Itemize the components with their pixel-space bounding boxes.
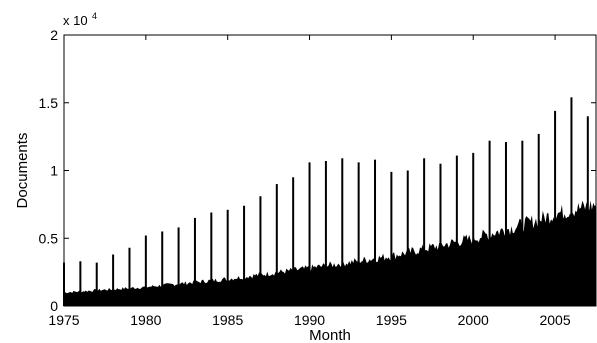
annual-spike-bar — [423, 158, 426, 306]
annual-spike-bar — [357, 162, 360, 306]
x-tick-label: 1995 — [376, 312, 407, 328]
x-tick-label: 1990 — [294, 312, 325, 328]
annual-spike-bar — [210, 212, 213, 306]
annual-spike-bar — [521, 140, 524, 306]
x-tick-label: 2005 — [539, 312, 570, 328]
x-tick-label: 1980 — [130, 312, 161, 328]
x-tick-label: 2000 — [458, 312, 489, 328]
annual-spike-bar — [144, 235, 147, 306]
y-tick-label: 1 — [50, 163, 58, 179]
annual-spike-bar — [79, 261, 82, 306]
annual-spike-bar — [570, 97, 573, 306]
annual-spike-bar — [95, 262, 98, 306]
annual-spike-bar — [488, 140, 491, 306]
annual-spike-bar — [537, 133, 540, 306]
y-tick-label: 1.5 — [39, 95, 59, 111]
annual-spike-bar — [161, 231, 164, 306]
ticks-group: 1975 1980 1985 1990 1995 2000 2005 0 0.5 1 1.5 2 — [39, 27, 596, 328]
annual-spike-bar — [193, 217, 196, 306]
annual-spike-bar — [406, 170, 409, 306]
y-exponent-label: x 10 4 — [63, 11, 97, 29]
annual-spike-bar — [472, 152, 475, 306]
x-tick-label: 1985 — [212, 312, 243, 328]
annual-spike-bar — [374, 159, 377, 306]
annual-spike-bar — [586, 116, 589, 306]
annual-spike-bar — [243, 205, 246, 306]
annual-spike-bar — [390, 171, 393, 306]
bars-group — [63, 97, 596, 306]
annual-spike-bar — [455, 155, 458, 306]
annual-spike-bar — [324, 161, 327, 306]
annual-spike-bar — [439, 163, 442, 306]
annual-spike-bar — [341, 158, 344, 306]
monthly-bars-area — [64, 200, 596, 306]
annual-spike-bar — [292, 177, 295, 306]
annual-spike-bar — [275, 184, 278, 306]
annual-spike-bar — [177, 227, 180, 306]
annual-spike-bar — [259, 196, 262, 306]
annual-spike-bar — [308, 162, 311, 306]
y-axis-label: Documents — [14, 133, 31, 209]
x-axis-label: Month — [309, 327, 351, 343]
y-tick-label: 2 — [50, 27, 58, 43]
x-tick-label: 1975 — [48, 312, 79, 328]
annual-spike-bar — [226, 209, 229, 306]
y-tick-label: 0.5 — [39, 230, 59, 246]
annual-spike-bar — [554, 110, 557, 306]
y-tick-label: 0 — [50, 298, 58, 314]
annual-spike-bar — [112, 254, 115, 306]
y-exponent-power: 4 — [92, 11, 97, 21]
annual-spike-bar — [128, 247, 131, 306]
annual-spike-bar — [504, 142, 507, 306]
y-exponent-base: x 10 — [63, 13, 88, 28]
